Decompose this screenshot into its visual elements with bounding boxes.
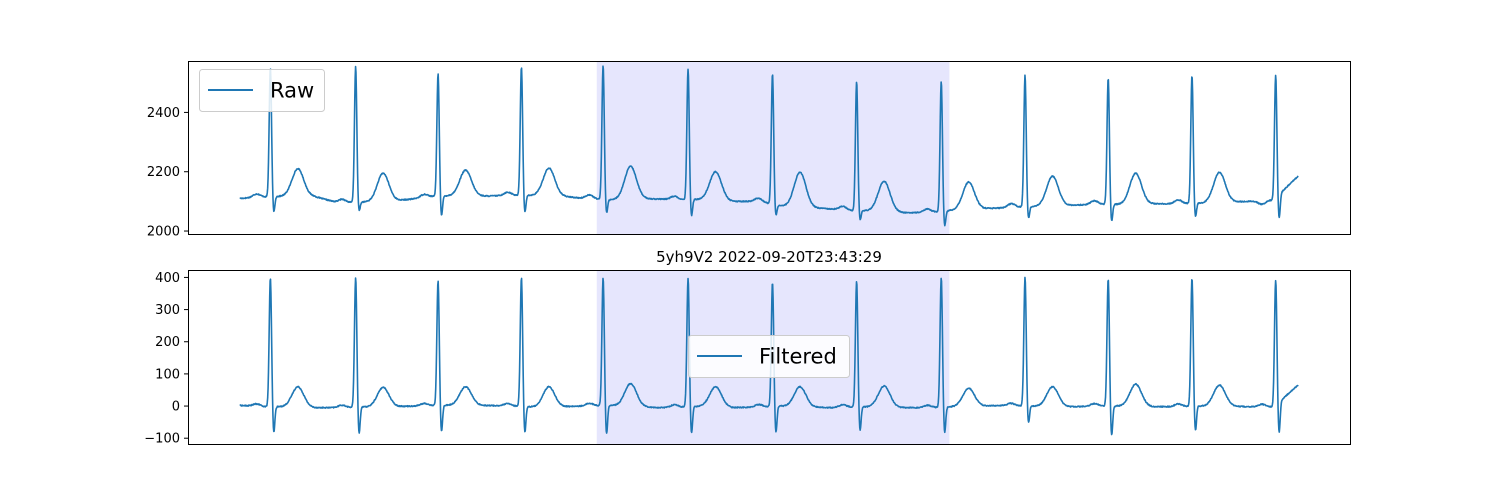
- y-tick-label: −100: [144, 432, 180, 447]
- raw-y-axis: 2000 2200 2400: [147, 106, 189, 240]
- raw-plot-frame: [188, 61, 1351, 235]
- filtered-series-line: [239, 276, 1299, 436]
- y-tick-label: 0: [172, 400, 180, 415]
- y-tick-label: 200: [155, 335, 180, 350]
- y-tick-label: 2400: [147, 106, 180, 121]
- filtered-y-axis: −100 0 100 200 300 400: [144, 271, 189, 447]
- filtered-legend-box: [688, 335, 850, 378]
- raw-legend-box: [199, 69, 325, 112]
- filtered-plot-frame: [188, 270, 1351, 445]
- raw-signal-panel: 2000 2200 2400 Raw: [147, 61, 1351, 240]
- raw-legend: Raw: [199, 69, 325, 112]
- raw-legend-label: Raw: [270, 79, 314, 103]
- filtered-signal-panel: −100 0 100 200 300 400 Filtered: [144, 270, 1351, 447]
- y-tick-label: 100: [155, 367, 180, 382]
- raw-series-line: [239, 65, 1299, 227]
- filtered-legend: Filtered: [688, 335, 850, 378]
- y-tick-label: 2200: [147, 165, 180, 180]
- y-tick-label: 400: [155, 271, 180, 286]
- chart-title: 5yh9V2 2022-09-20T23:43:29: [656, 248, 882, 266]
- filtered-legend-label: Filtered: [759, 345, 837, 369]
- y-tick-label: 2000: [147, 225, 180, 240]
- y-tick-label: 300: [155, 303, 180, 318]
